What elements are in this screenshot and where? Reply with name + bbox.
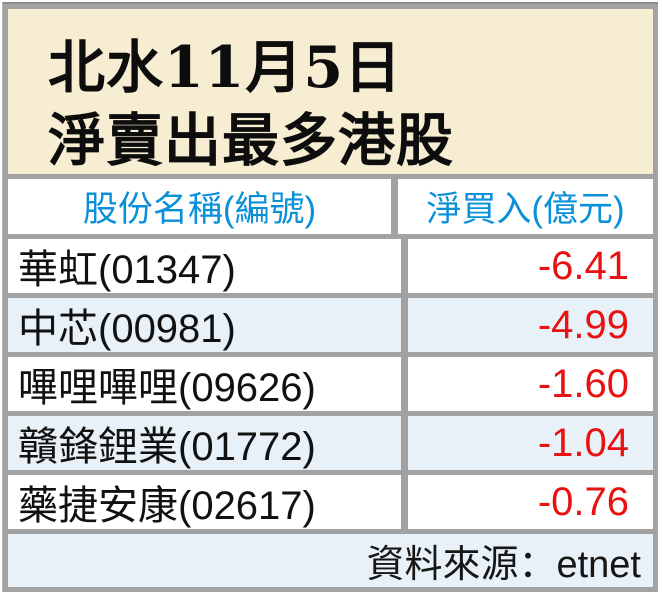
page-title-line1: 北水11月5日 [48, 34, 402, 101]
table-header-row: 股份名稱(編號) 淨買入(億元) [8, 179, 653, 234]
source-label: 資料來源：etnet [366, 544, 641, 586]
stock-name-cell: 嗶哩嗶哩(09626) [8, 357, 401, 411]
source-footer: 資料來源：etnet [8, 534, 653, 587]
table-row: 藥捷安康(02617) -0.76 [8, 475, 653, 529]
column-header-stock-name: 股份名稱(編號) [8, 179, 391, 234]
net-buy-value: -1.60 [408, 357, 653, 411]
column-header-net-buy: 淨買入(億元) [398, 179, 653, 234]
page-title-line2: 淨賣出最多港股 [48, 107, 454, 174]
table-row: 華虹(01347) -6.41 [8, 239, 653, 293]
net-buy-value: -4.99 [408, 298, 653, 352]
net-buy-value: -6.41 [408, 239, 653, 293]
stock-name-cell: 華虹(01347) [8, 239, 401, 293]
title-block: 北水11月5日 淨賣出最多港股 [8, 9, 653, 174]
infographic-frame: 北水11月5日 淨賣出最多港股 股份名稱(編號) 淨買入(億元) 華虹(0134… [2, 2, 658, 592]
stock-name-cell: 中芯(00981) [8, 298, 401, 352]
net-buy-value: -0.76 [408, 475, 653, 529]
stock-name-cell: 藥捷安康(02617) [8, 475, 401, 529]
table-row: 中芯(00981) -4.99 [8, 298, 653, 352]
table-row: 嗶哩嗶哩(09626) -1.60 [8, 357, 653, 411]
table-row: 贛鋒鋰業(01772) -1.04 [8, 416, 653, 470]
stock-name-cell: 贛鋒鋰業(01772) [8, 416, 401, 470]
net-buy-value: -1.04 [408, 416, 653, 470]
